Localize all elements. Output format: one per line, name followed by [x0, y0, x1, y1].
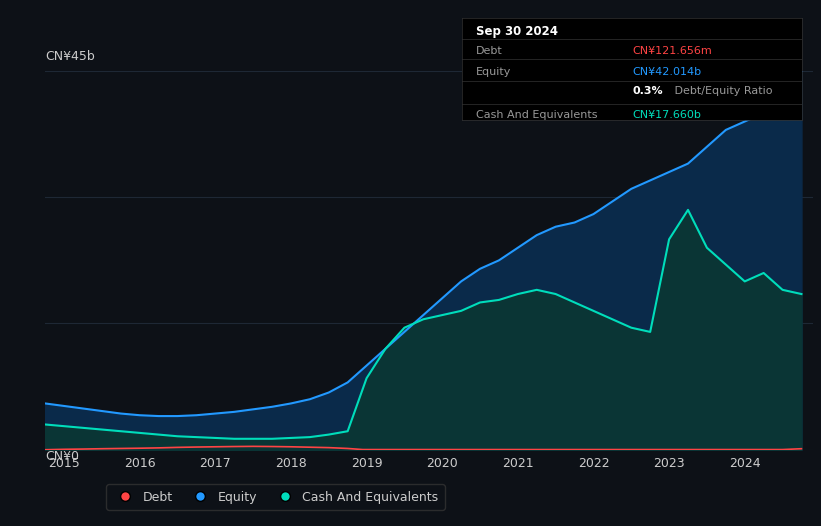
Text: CN¥42.014b: CN¥42.014b: [632, 67, 701, 77]
Text: CN¥17.660b: CN¥17.660b: [632, 110, 701, 120]
Text: Debt/Equity Ratio: Debt/Equity Ratio: [671, 86, 773, 96]
Text: Cash And Equivalents: Cash And Equivalents: [475, 110, 597, 120]
Legend: Debt, Equity, Cash And Equivalents: Debt, Equity, Cash And Equivalents: [107, 484, 444, 510]
Text: Equity: Equity: [475, 67, 511, 77]
Text: CN¥45b: CN¥45b: [45, 50, 95, 64]
Text: CN¥121.656m: CN¥121.656m: [632, 46, 712, 56]
Text: Sep 30 2024: Sep 30 2024: [475, 25, 557, 38]
Text: Debt: Debt: [475, 46, 502, 56]
Text: CN¥0: CN¥0: [45, 450, 79, 463]
Text: 0.3%: 0.3%: [632, 86, 663, 96]
